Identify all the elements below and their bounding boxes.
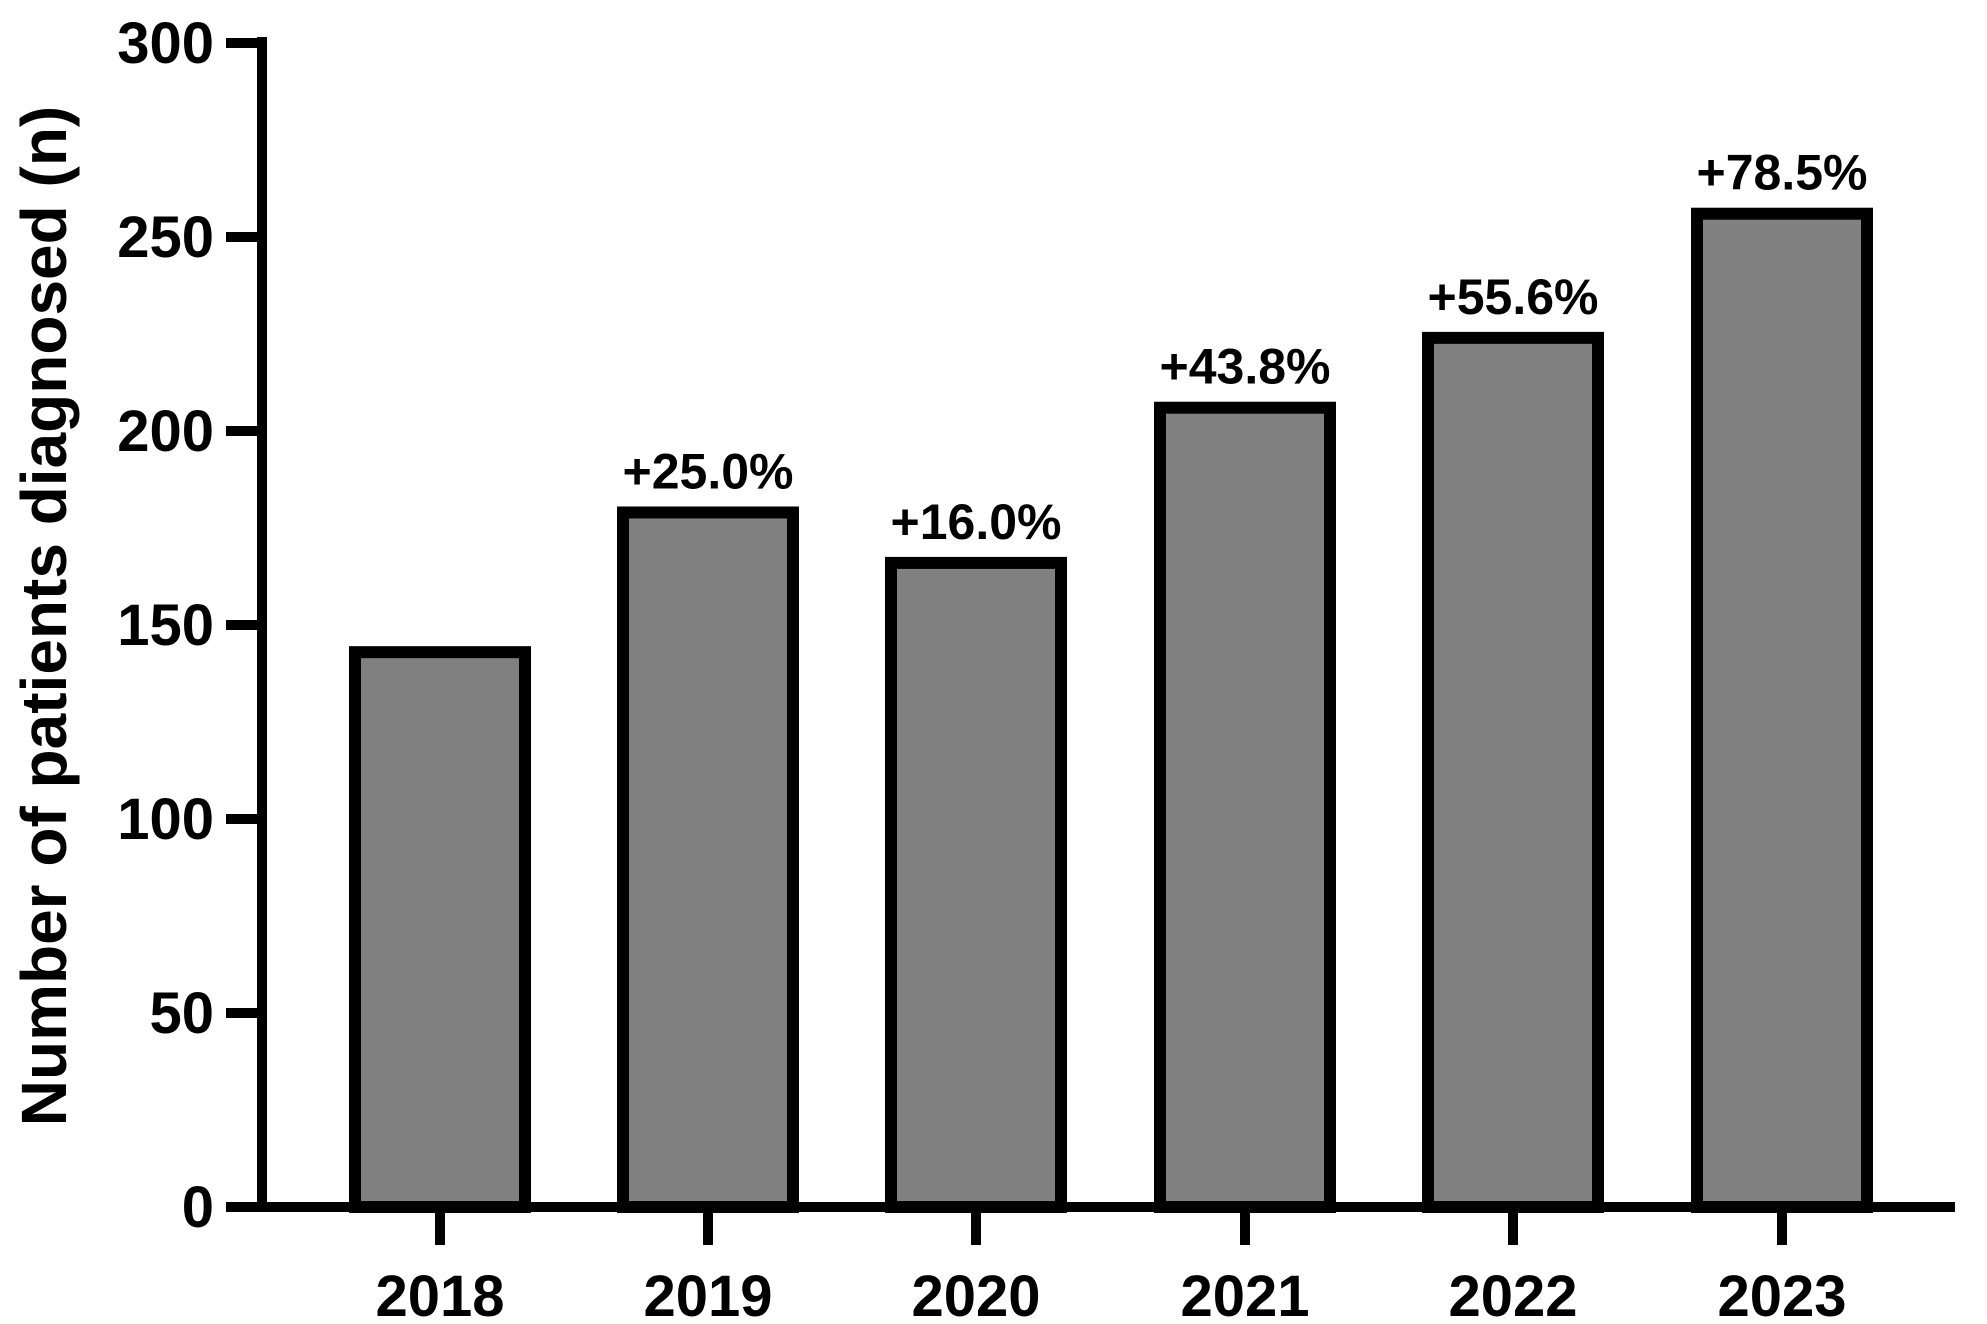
bar-2023 — [1691, 207, 1873, 1214]
bar-2022 — [1422, 331, 1604, 1213]
y-tick-label-150: 150 — [117, 593, 214, 658]
data-label-2020: +16.0% — [891, 494, 1062, 550]
data-label-2023: +78.5% — [1697, 145, 1868, 201]
bar-2018 — [349, 646, 531, 1213]
bar-2021 — [1154, 401, 1336, 1214]
y-tick-label-300: 300 — [117, 11, 214, 76]
bar-2019 — [617, 506, 799, 1213]
y-tick-label-100: 100 — [117, 787, 214, 852]
y-tick-label-200: 200 — [117, 399, 214, 464]
x-tick-label-2018: 2018 — [375, 1264, 504, 1324]
y-axis-title: Number of patients diagnosed (n) — [8, 106, 80, 1126]
y-tick-label-0: 0 — [182, 1175, 214, 1240]
bars-group — [349, 207, 1873, 1214]
y-ticks-group: 0 50 100 150 200 250 300 — [117, 11, 262, 1240]
data-label-2021: +43.8% — [1160, 339, 1331, 395]
y-tick-label-250: 250 — [117, 205, 214, 270]
data-labels-group: +25.0% +16.0% +43.8% +55.6% +78.5% — [623, 145, 1868, 550]
x-tick-label-2023: 2023 — [1717, 1264, 1846, 1324]
x-tick-label-2021: 2021 — [1180, 1264, 1309, 1324]
data-label-2022: +55.6% — [1428, 269, 1599, 325]
x-tick-label-2022: 2022 — [1448, 1264, 1577, 1324]
bar-2020 — [885, 556, 1067, 1213]
data-label-2019: +25.0% — [623, 443, 794, 499]
x-tick-label-2019: 2019 — [643, 1264, 772, 1324]
y-tick-label-50: 50 — [149, 981, 214, 1046]
x-tick-label-2020: 2020 — [911, 1264, 1040, 1324]
x-ticks-group: 2018 2019 2020 2021 2022 2023 — [375, 1207, 1847, 1324]
